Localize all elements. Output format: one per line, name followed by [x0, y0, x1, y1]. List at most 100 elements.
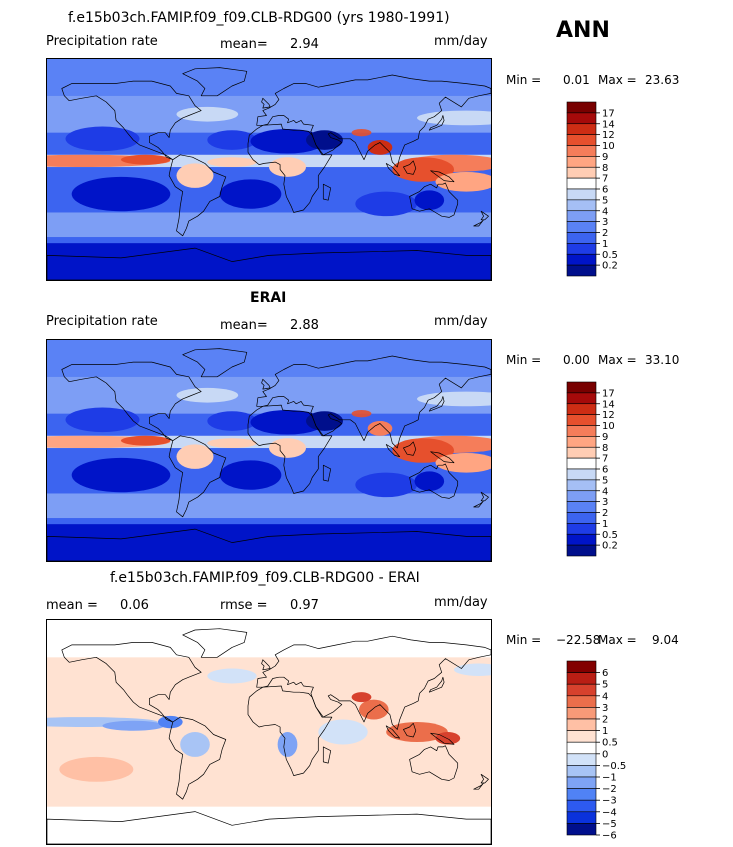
colorbar-tick-label: 0: [602, 749, 608, 760]
coastline: [385, 725, 401, 739]
colorbar-swatch: [566, 823, 597, 836]
colorbar-swatch: [566, 523, 597, 535]
colorbar-swatch: [566, 788, 597, 801]
colorbar-swatch: [566, 683, 597, 697]
coastline: [430, 451, 455, 464]
panel-1-variable-label: Precipitation rate: [46, 34, 158, 49]
field-blob: [417, 391, 491, 407]
field-blob: [250, 128, 325, 154]
coastline: [61, 361, 202, 442]
colorbar-swatch: [566, 403, 597, 415]
coastline: [256, 355, 491, 449]
coastline: [322, 746, 332, 764]
colorbar-swatch: [566, 264, 597, 277]
colorbar-swatch: [566, 112, 597, 125]
field-blob: [355, 191, 417, 217]
colorbar-tick-label: 10: [602, 421, 615, 432]
colorbar-tick-label: 17: [602, 388, 615, 399]
field-blob: [417, 110, 491, 126]
panel-3-colorbar: 6 5 4 3 2 1 0.5 0 −0.5 −1 −2 −3 −4 −5 −6: [566, 660, 647, 842]
colorbar-tick-label: 0.5: [602, 738, 618, 749]
coastline: [168, 716, 227, 800]
panel-2-min-value: 0.00: [563, 353, 590, 367]
field-blob: [351, 692, 372, 703]
colorbar-tick-label: 0.5: [602, 250, 618, 261]
colorbar-tick-label: −3: [602, 796, 617, 807]
colorbar-tick-label: 1: [602, 519, 608, 530]
panel-1-colorbar: 17 14 12 10 9 8 7 6 5 4 3 2 1 0.5 0.2: [566, 101, 647, 277]
colorbar-swatch: [566, 221, 597, 233]
colorbar-tick-label: 4: [602, 486, 608, 497]
colorbar-swatch: [566, 134, 597, 146]
field-blob: [65, 126, 140, 152]
colorbar-swatch: [566, 765, 597, 778]
panel-3-max-label: Max =: [598, 633, 637, 647]
panel-2-max-label: Max =: [598, 353, 637, 367]
coastline: [428, 115, 445, 131]
colorbar-swatch: [566, 753, 597, 766]
field-blob: [277, 732, 298, 757]
colorbar-tick-label: 9: [602, 432, 608, 443]
colorbar-swatch: [566, 501, 597, 513]
field-blob: [392, 438, 454, 463]
colorbar-swatch: [566, 253, 597, 266]
coastline: [261, 659, 271, 671]
field-band: [47, 620, 491, 658]
coastline: [430, 170, 455, 183]
colorbar-swatch: [566, 695, 597, 708]
panel-2-map: [46, 339, 492, 562]
coastline: [261, 97, 271, 109]
coastline: [47, 811, 491, 844]
field-blob: [176, 163, 214, 188]
colorbar-tick-label: 6: [602, 185, 608, 196]
colorbar-tick-label: 3: [602, 703, 608, 714]
panel-3-title: f.e15b03ch.FAMIP.f09_f09.CLB-RDG00 - ERA…: [110, 570, 420, 586]
panel-2-map-svg: [47, 340, 491, 561]
colorbar-swatch: [566, 232, 597, 244]
field-band: [47, 376, 491, 414]
field-blob: [219, 460, 282, 490]
panel-1-map-svg: [47, 59, 491, 280]
panel-2-min-label: Min =: [506, 353, 542, 367]
colorbar-swatch: [566, 446, 597, 459]
panel-2-title: ERAI: [250, 290, 287, 306]
panel-2-variable-label: Precipitation rate: [46, 314, 158, 329]
panel-3-mean-label: mean =: [46, 598, 98, 613]
field-blob: [59, 756, 134, 782]
field-blob: [158, 715, 183, 729]
colorbar-swatch: [566, 188, 597, 201]
field-blob: [180, 732, 210, 757]
colorbar-swatch: [566, 718, 597, 731]
colorbar-swatch: [566, 414, 597, 426]
colorbar-tick-label: 5: [602, 680, 608, 691]
field-blob: [219, 179, 282, 209]
field-blob: [71, 457, 171, 493]
panel-1-title: f.e15b03ch.FAMIP.f09_f09.CLB-RDG00 (yrs …: [68, 10, 450, 26]
panel-1-min-label: Min =: [506, 73, 542, 87]
panel-3-units: mm/day: [434, 595, 488, 610]
colorbar-swatch: [566, 392, 597, 405]
coastline: [247, 404, 333, 494]
colorbar-tick-label: 0.2: [602, 261, 618, 272]
colorbar-swatch: [566, 730, 597, 743]
coastline: [430, 732, 455, 745]
panel-1-max-label: Max =: [598, 73, 637, 87]
colorbar-swatch: [566, 425, 597, 437]
colorbar-swatch: [566, 243, 597, 255]
coastline: [182, 348, 248, 378]
panel-1-mean-value: 2.94: [290, 37, 319, 52]
coastline: [168, 154, 227, 237]
field-blob: [207, 668, 257, 684]
coastline: [428, 676, 445, 693]
coastline: [480, 491, 489, 502]
field-blob: [207, 157, 257, 168]
colorbar-tick-label: 1: [602, 726, 608, 737]
field-blob: [392, 157, 454, 182]
colorbar-swatch: [566, 199, 597, 212]
field-band: [47, 340, 491, 377]
colorbar-tick-label: 14: [602, 399, 615, 410]
colorbar-swatch: [566, 479, 597, 492]
colorbar-tick-label: 5: [602, 195, 608, 206]
